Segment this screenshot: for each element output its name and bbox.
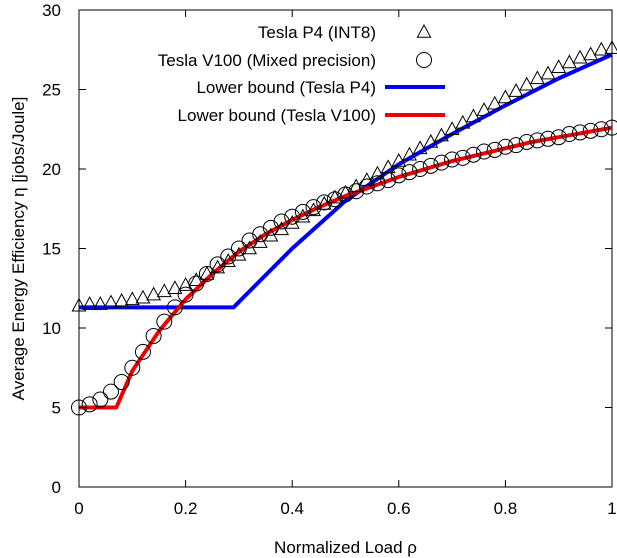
data-point-circle	[380, 172, 397, 189]
data-point-circle	[444, 151, 461, 168]
data-point-circle	[337, 186, 354, 203]
data-point-circle	[561, 126, 578, 143]
data-point-circle	[305, 199, 322, 216]
data-point-circle	[220, 248, 237, 265]
data-point-circle	[166, 299, 183, 316]
data-point-circle	[529, 132, 546, 149]
y-tick-label: 15	[42, 240, 61, 259]
series-line	[79, 125, 613, 410]
legend-swatch-circle	[416, 52, 432, 68]
data-point-circle	[177, 286, 194, 303]
data-point-circle	[465, 146, 482, 163]
y-tick-label: 20	[42, 160, 61, 179]
data-point-triangle	[572, 49, 588, 64]
data-point-circle	[390, 167, 407, 184]
data-point-circle	[134, 343, 151, 360]
data-point-circle	[124, 359, 141, 376]
legend-label: Lower bound (Tesla P4)	[196, 78, 376, 97]
data-point-circle	[401, 164, 418, 181]
data-point-circle	[326, 191, 343, 208]
x-tick-label: 1	[607, 499, 616, 518]
y-tick-label: 10	[42, 319, 61, 338]
data-point-triangle	[103, 294, 119, 309]
data-point-circle	[348, 183, 365, 200]
data-point-circle	[209, 256, 226, 273]
data-point-triangle	[114, 292, 130, 307]
data-point-circle	[593, 121, 610, 138]
data-point-circle	[412, 161, 429, 177]
data-point-circle	[582, 122, 599, 139]
data-point-circle	[550, 129, 567, 146]
data-point-circle	[540, 130, 557, 147]
data-point-triangle	[167, 280, 183, 294]
y-tick-label: 25	[42, 81, 61, 100]
data-point-circle	[198, 265, 215, 282]
data-point-triangle	[604, 40, 617, 54]
data-point-circle	[518, 133, 535, 150]
series-markers	[71, 119, 617, 416]
data-point-circle	[497, 138, 514, 155]
data-point-circle	[486, 141, 503, 158]
legend: Tesla P4 (INT8) Tesla V100 (Mixed precisi…	[158, 23, 445, 125]
y-tick-label: 30	[42, 1, 61, 20]
data-point-circle	[422, 157, 439, 174]
data-point-circle	[454, 149, 471, 166]
data-point-circle	[294, 203, 311, 220]
data-point-triangle	[583, 46, 599, 61]
x-tick-label: 0.4	[280, 499, 304, 518]
data-point-triangle	[593, 41, 609, 56]
data-point-triangle	[92, 296, 108, 310]
data-point-circle	[113, 374, 130, 391]
data-point-circle	[102, 383, 119, 400]
data-point-circle	[316, 194, 333, 211]
y-tick-label: 0	[52, 478, 61, 497]
y-axis-label: Average Energy Efficiency η [jobs/Joule]	[9, 97, 28, 401]
data-point-triangle	[529, 70, 545, 85]
data-point-circle	[433, 154, 450, 171]
y-tick-label: 5	[52, 399, 61, 418]
legend-label: Lower bound (Tesla V100)	[178, 106, 376, 125]
data-point-circle	[572, 124, 589, 141]
legend-swatch-triangle	[416, 23, 432, 38]
legend-label: Tesla P4 (INT8)	[258, 23, 376, 42]
data-point-triangle	[551, 59, 567, 73]
data-point-circle	[284, 208, 301, 225]
data-point-circle	[230, 240, 247, 257]
x-tick-label: 0	[74, 499, 83, 518]
data-point-circle	[508, 137, 525, 154]
series-line	[79, 52, 613, 310]
data-point-triangle	[146, 286, 162, 301]
legend-label: Tesla V100 (Mixed precision)	[158, 51, 376, 70]
data-point-triangle	[124, 291, 140, 306]
data-point-circle	[369, 175, 386, 192]
plot-content	[71, 40, 617, 416]
data-point-circle	[476, 143, 493, 160]
x-axis-label: Normalized Load ρ	[274, 538, 417, 557]
data-point-triangle	[82, 296, 98, 310]
data-point-circle	[358, 178, 375, 195]
x-tick-label: 0.2	[174, 499, 198, 518]
x-tick-label: 0.8	[494, 499, 518, 518]
data-point-circle	[92, 391, 109, 408]
data-point-circle	[156, 313, 173, 330]
series-markers	[71, 40, 617, 312]
data-point-circle	[273, 213, 290, 230]
data-point-triangle	[561, 54, 577, 69]
data-point-circle	[188, 275, 205, 292]
data-point-triangle	[156, 283, 172, 298]
x-tick-label: 0.6	[387, 499, 411, 518]
data-point-triangle	[135, 289, 151, 304]
data-point-circle	[145, 327, 162, 344]
data-point-circle	[81, 396, 98, 413]
